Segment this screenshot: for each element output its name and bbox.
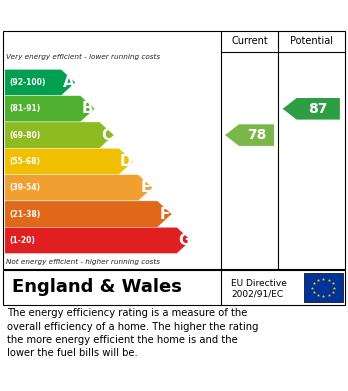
- Polygon shape: [5, 148, 133, 175]
- Text: Energy Efficiency Rating: Energy Efficiency Rating: [12, 9, 222, 23]
- Text: Very energy efficient - lower running costs: Very energy efficient - lower running co…: [6, 54, 160, 60]
- Text: Current: Current: [231, 36, 268, 47]
- Text: Potential: Potential: [290, 36, 333, 47]
- Text: (1-20): (1-20): [9, 236, 35, 245]
- Polygon shape: [5, 175, 153, 201]
- Text: G: G: [178, 233, 190, 248]
- Polygon shape: [5, 227, 191, 253]
- Text: 87: 87: [309, 102, 328, 116]
- Text: 2002/91/EC: 2002/91/EC: [231, 289, 283, 298]
- Text: (81-91): (81-91): [9, 104, 40, 113]
- Text: F: F: [159, 206, 170, 222]
- Text: C: C: [101, 127, 112, 143]
- Text: B: B: [82, 101, 94, 116]
- Polygon shape: [5, 69, 76, 96]
- Polygon shape: [225, 124, 274, 146]
- Text: Not energy efficient - higher running costs: Not energy efficient - higher running co…: [6, 258, 160, 265]
- Text: (39-54): (39-54): [9, 183, 40, 192]
- Text: (21-38): (21-38): [9, 210, 40, 219]
- Text: D: D: [120, 154, 133, 169]
- Polygon shape: [5, 122, 114, 148]
- Text: England & Wales: England & Wales: [12, 278, 182, 296]
- Polygon shape: [5, 201, 172, 227]
- Text: A: A: [63, 75, 74, 90]
- Text: (92-100): (92-100): [9, 78, 45, 87]
- Text: E: E: [140, 180, 151, 195]
- Bar: [303, 273, 343, 302]
- Text: 78: 78: [247, 128, 266, 142]
- Text: (69-80): (69-80): [9, 131, 40, 140]
- Polygon shape: [283, 98, 340, 120]
- Text: EU Directive: EU Directive: [231, 279, 287, 288]
- Polygon shape: [5, 96, 95, 122]
- Text: (55-68): (55-68): [9, 157, 40, 166]
- Text: The energy efficiency rating is a measure of the
overall efficiency of a home. T: The energy efficiency rating is a measur…: [7, 308, 259, 358]
